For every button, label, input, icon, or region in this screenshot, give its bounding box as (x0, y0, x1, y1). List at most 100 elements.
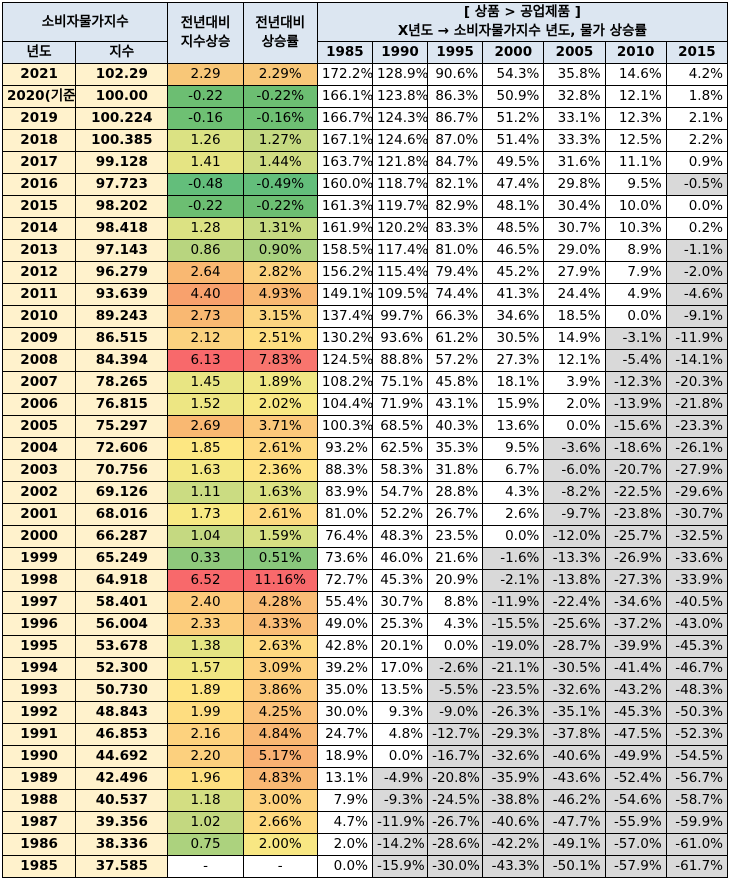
table-row: 1986 38.336 0.75 2.00% 2.0% -14.2% -28.6% -42.2… (1, 833, 729, 856)
yoy-index-cell: 1.26 (167, 129, 244, 152)
yoy-index-cell: 1.04 (167, 525, 244, 548)
index-cell: 99.128 (75, 151, 169, 174)
table-row: 1988 40.537 1.18 3.00% 7.9% -9.3% -24.5% -38.8%… (1, 789, 729, 812)
yoy-rate-cell: 3.86% (242, 679, 318, 702)
yoy-index-cell: 4.40 (167, 283, 244, 306)
rate-cell: 0.0% (543, 415, 606, 438)
rate-cell: -39.9% (604, 635, 667, 658)
year-header: 년도 (1, 41, 77, 64)
table-row: 2004 72.606 1.85 2.61% 93.2% 62.5% 35.3% 9.5% -3… (1, 437, 729, 460)
rate-cell: -14.2% (371, 833, 429, 856)
base-year-header: 1995 (427, 41, 484, 64)
rate-cell: 82.9% (427, 195, 484, 218)
yoy-rate-cell: -0.49% (242, 173, 318, 196)
yoy-index-cell: 0.75 (167, 833, 244, 856)
yoy-rate-cell: - (242, 855, 318, 878)
rate-cell: -26.9% (604, 547, 667, 570)
rate-cell: -21.8% (665, 393, 729, 416)
rate-cell: -57.0% (604, 833, 667, 856)
rate-cell: 45.8% (427, 371, 484, 394)
rate-cell: 2.0% (543, 393, 606, 416)
year-cell: 2006 (1, 393, 77, 416)
rate-cell: 71.9% (371, 393, 429, 416)
rate-cell: 88.8% (371, 349, 429, 372)
yoy-rate-cell: -0.16% (242, 107, 318, 130)
rate-cell: -50.3% (665, 701, 729, 724)
rate-cell: 79.4% (427, 261, 484, 284)
rate-cell: 39.2% (316, 657, 373, 680)
index-cell: 68.016 (75, 503, 169, 526)
rate-cell: 9.5% (604, 173, 667, 196)
yoy-rate-cell: 4.83% (242, 767, 318, 790)
category-title: [ 상품 > 공업제품 ] (463, 4, 581, 20)
rate-cell: -11.9% (482, 591, 545, 614)
year-cell: 1996 (1, 613, 77, 636)
index-cell: 98.202 (75, 195, 169, 218)
year-cell: 2014 (1, 217, 77, 240)
rate-cell: 0.0% (371, 745, 429, 768)
rate-cell: 76.4% (316, 525, 373, 548)
index-cell: 97.143 (75, 239, 169, 262)
rate-cell: -3.1% (604, 327, 667, 350)
rate-cell: -26.3% (482, 701, 545, 724)
index-cell: 37.585 (75, 855, 169, 878)
rate-cell: -4.9% (371, 767, 429, 790)
rate-cell: -46.2% (543, 789, 606, 812)
rate-cell: 120.2% (371, 217, 429, 240)
yoy-rate-cell: 2.61% (242, 503, 318, 526)
index-cell: 102.29 (75, 63, 169, 86)
yoy-rate-cell: 3.15% (242, 305, 318, 328)
yoy-rate-cell: 3.00% (242, 789, 318, 812)
rate-cell: 66.3% (427, 305, 484, 328)
rate-cell: 33.3% (543, 129, 606, 152)
table-row: 2011 93.639 4.40 4.93% 149.1% 109.5% 74.4% 41.3… (1, 283, 729, 306)
yoy-rate-cell: 1.44% (242, 151, 318, 174)
rate-cell: -12.7% (427, 723, 484, 746)
yoy-index-cell: 1.57 (167, 657, 244, 680)
rate-cell: 172.2% (316, 63, 373, 86)
base-year-header: 1985 (316, 41, 373, 64)
year-cell: 1987 (1, 811, 77, 834)
rate-cell: 163.7% (316, 151, 373, 174)
yoy-rate-cell: -0.22% (242, 85, 318, 108)
rate-cell: -25.6% (543, 613, 606, 636)
rate-cell: -3.6% (543, 437, 606, 460)
yoy-index-cell: - (167, 855, 244, 878)
rate-cell: 75.1% (371, 371, 429, 394)
yoy-rate-cell: 2.63% (242, 635, 318, 658)
rate-cell: 14.6% (604, 63, 667, 86)
rate-cell: -15.9% (371, 855, 429, 878)
year-cell: 2018 (1, 129, 77, 152)
year-cell: 2013 (1, 239, 77, 262)
rate-cell: 35.3% (427, 437, 484, 460)
rate-cell: 82.1% (427, 173, 484, 196)
rate-cell: 8.9% (604, 239, 667, 262)
table-row: 1996 56.004 2.33 4.33% 49.0% 25.3% 4.3% -15.5% -… (1, 613, 729, 636)
table-row: 2010 89.243 2.73 3.15% 137.4% 99.7% 66.3% 34.6%… (1, 305, 729, 328)
rate-cell: -6.0% (543, 459, 606, 482)
yoy-rate-cell: 2.29% (242, 63, 318, 86)
rate-cell: 7.9% (604, 261, 667, 284)
rate-cell: -40.6% (543, 745, 606, 768)
rate-cell: -28.6% (427, 833, 484, 856)
yoy-index-cell: 2.73 (167, 305, 244, 328)
yoy-rate-cell: 1.27% (242, 129, 318, 152)
rate-cell: -47.5% (604, 723, 667, 746)
rate-cell: 21.6% (427, 547, 484, 570)
rate-cell: -16.7% (427, 745, 484, 768)
year-cell: 1995 (1, 635, 77, 658)
rate-cell: -56.7% (665, 767, 729, 790)
rate-cell: 20.1% (371, 635, 429, 658)
rate-cell: -24.5% (427, 789, 484, 812)
rate-cell: -33.9% (665, 569, 729, 592)
yoy-index-cell: 1.02 (167, 811, 244, 834)
yoy-index-cell: 1.63 (167, 459, 244, 482)
base-year-header: 2010 (604, 41, 667, 64)
index-cell: 66.287 (75, 525, 169, 548)
year-cell: 2003 (1, 459, 77, 482)
rate-cell: -27.9% (665, 459, 729, 482)
rate-cell: -27.3% (604, 569, 667, 592)
year-cell: 1985 (1, 855, 77, 878)
year-cell: 2008 (1, 349, 77, 372)
rate-cell: -47.7% (543, 811, 606, 834)
